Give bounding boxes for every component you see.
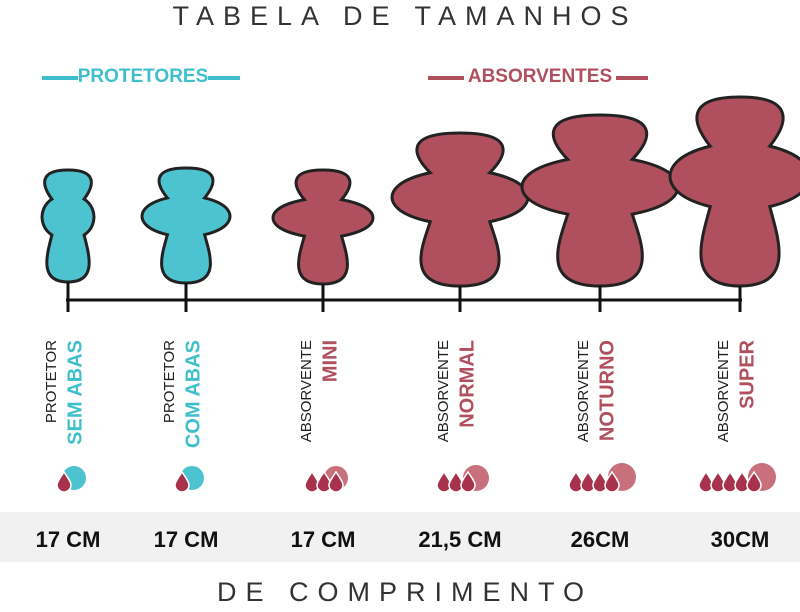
title: TABELA DE TAMANHOS — [172, 1, 637, 31]
item-name: COM ABAS — [182, 340, 204, 448]
item-type: ABSORVENTE — [575, 340, 592, 442]
footer: DE COMPRIMENTO — [217, 577, 593, 607]
pad — [140, 166, 232, 285]
labels: PROTETOR SEM ABAS PROTETOR COM ABAS ABSORVEN… — [43, 339, 758, 448]
pad — [40, 168, 96, 284]
drop — [698, 471, 714, 493]
pad — [271, 168, 375, 286]
group-protetores: PROTETORES — [42, 66, 240, 87]
group-label: ABSORVENTES — [468, 66, 612, 87]
drop — [436, 471, 452, 493]
item-size: 30CM — [711, 527, 770, 552]
drops — [56, 463, 776, 493]
item-type: ABSORVENTE — [715, 340, 732, 442]
item-name: NOTURNO — [596, 340, 618, 441]
drop — [722, 471, 738, 493]
item-type: ABSORVENTE — [298, 340, 315, 442]
item-size: 17 CM — [154, 527, 219, 552]
drop — [592, 471, 608, 493]
item-size: 17 CM — [291, 527, 356, 552]
pad — [520, 113, 680, 288]
item-name: MINI — [319, 340, 341, 382]
drop — [710, 471, 726, 493]
item-size: 26CM — [571, 527, 630, 552]
item-name: SEM ABAS — [64, 340, 86, 445]
item-type: PROTETOR — [43, 340, 60, 423]
item-size: 17 CM — [36, 527, 101, 552]
drop — [304, 471, 320, 493]
pad — [668, 95, 800, 288]
pad — [390, 131, 530, 288]
pads — [40, 95, 800, 312]
sizes: 17 CM 17 CM 17 CM 21,5 CM 26CM 30CM — [36, 527, 770, 552]
item-size: 21,5 CM — [418, 527, 501, 552]
drop — [580, 471, 596, 493]
item-name: NORMAL — [456, 340, 478, 428]
drop — [568, 471, 584, 493]
item-type: ABSORVENTE — [435, 340, 452, 442]
group-label: PROTETORES — [78, 66, 209, 87]
drop — [448, 471, 464, 493]
item-name: SUPER — [736, 339, 758, 408]
group-absorventes: ABSORVENTES — [428, 66, 648, 87]
drop — [734, 471, 750, 493]
item-type: PROTETOR — [161, 340, 178, 423]
size-band — [0, 512, 800, 562]
